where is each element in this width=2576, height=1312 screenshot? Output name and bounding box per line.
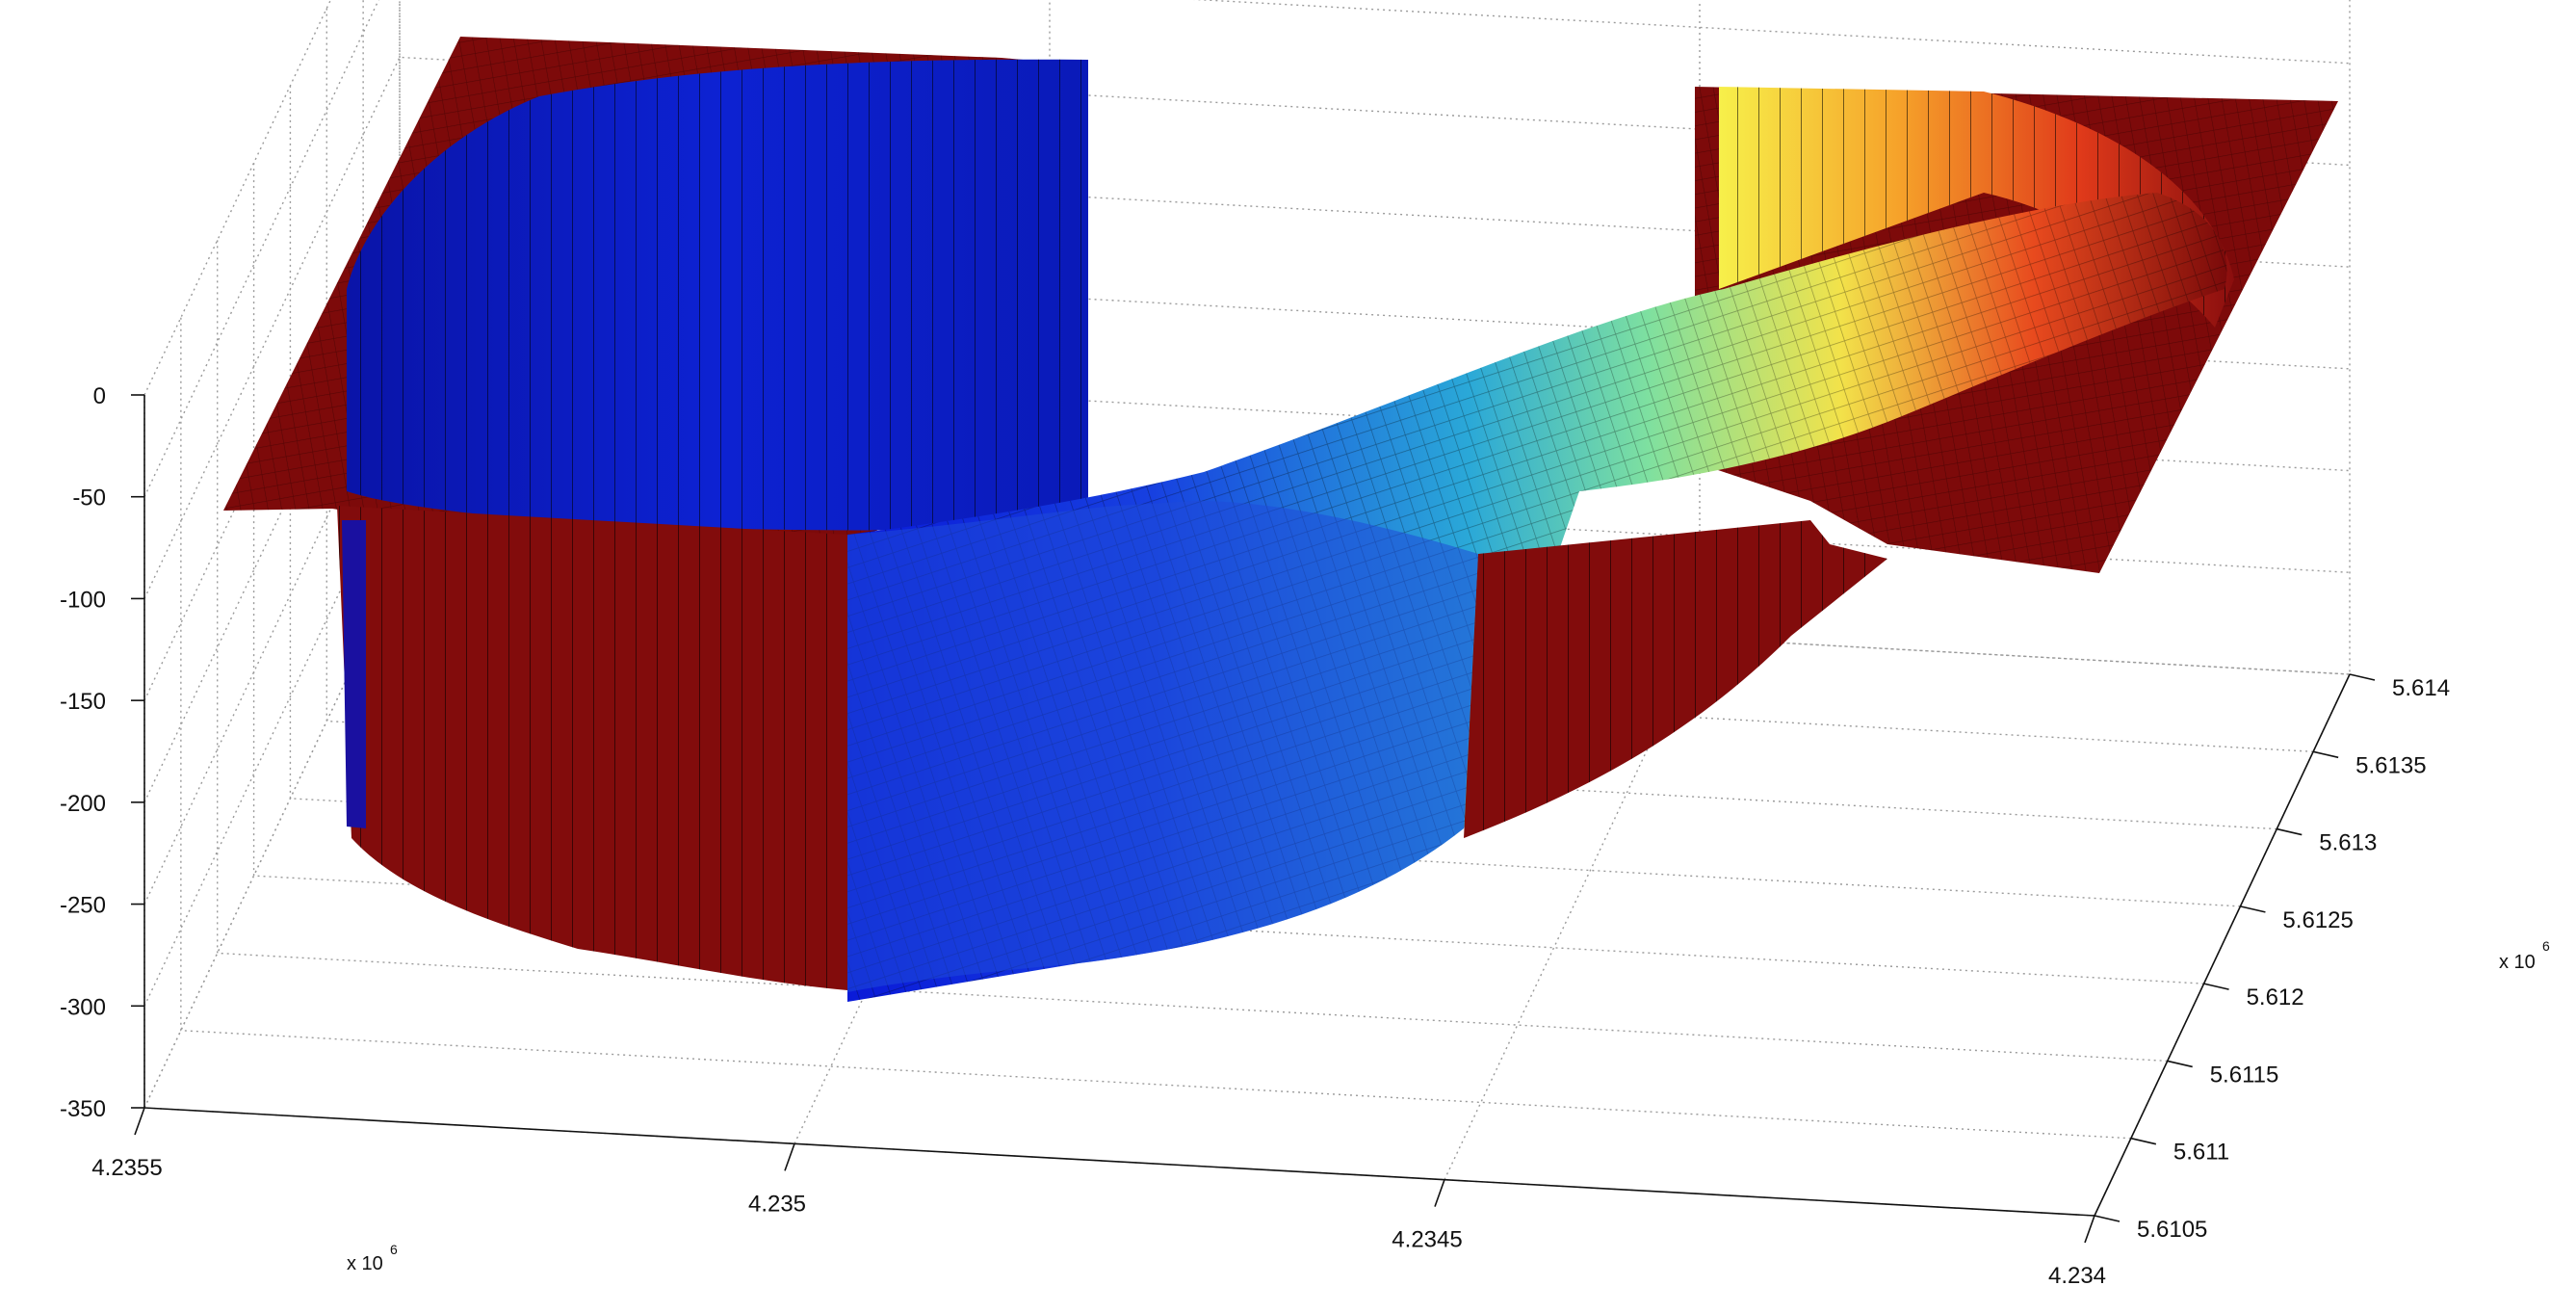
y-axis-exponent-power: 6 (2542, 938, 2550, 954)
y-axis-exponent: x 10 (2499, 952, 2536, 973)
tick-labels: 0 -50 -100 -150 -200 -250 -300 -350 4.2355 4.235 4… (60, 383, 2550, 1289)
y-tick-mark (2203, 983, 2229, 990)
y-tick-mark (2094, 1215, 2121, 1222)
y-tick-mark (2349, 673, 2376, 681)
x-tick-label: 4.2345 (1392, 1227, 1462, 1253)
y-tick-label: 5.612 (2247, 984, 2304, 1010)
y-tick-mark (2312, 750, 2339, 759)
x-tick-label: 4.2355 (91, 1155, 162, 1181)
y-gridline (325, 8, 2277, 830)
y-tick-mark (2277, 827, 2303, 836)
axis-lines (131, 394, 2376, 1244)
x-tick-mark (784, 1143, 795, 1171)
y-tick-mark (2240, 905, 2266, 913)
y-tick-label: 5.6115 (2210, 1062, 2279, 1088)
y-gridline (252, 163, 2204, 984)
x-tick-mark (2084, 1215, 2095, 1244)
y-gridline (289, 85, 2241, 907)
x-tick-label: 4.235 (748, 1191, 806, 1217)
z-tick-label: -300 (60, 994, 106, 1020)
y-tick-label: 5.613 (2319, 830, 2377, 856)
z-tick-label: -100 (60, 587, 106, 613)
y-tick-label: 5.6135 (2355, 752, 2426, 778)
x-tick-label: 4.234 (2048, 1263, 2106, 1289)
y-tick-mark (2167, 1060, 2193, 1068)
y-tick-mark (2130, 1137, 2157, 1145)
x-axis-exponent-power: 6 (390, 1242, 398, 1257)
z-tick-label: -250 (60, 893, 106, 919)
x-tick-mark (134, 1107, 145, 1136)
y-tick-label: 5.611 (2173, 1140, 2229, 1166)
y-tick-label: 5.614 (2392, 675, 2450, 701)
y-tick-label: 5.6125 (2282, 907, 2353, 933)
z-tick-label: -50 (72, 485, 106, 512)
z-tick-label: -350 (60, 1096, 106, 1122)
y-tick-label: 5.6105 (2137, 1217, 2207, 1243)
x-axis-exponent: x 10 (347, 1253, 383, 1274)
y-gridline (217, 240, 2168, 1063)
z-tick-label: -200 (60, 791, 106, 817)
channel-front-blue (847, 501, 1478, 992)
z-tick-label: 0 (93, 383, 106, 409)
y-gridline (180, 317, 2131, 1140)
surface-plot (223, 37, 2338, 1002)
z-tick-label: -150 (60, 689, 106, 715)
x-axis-line (143, 1107, 2095, 1217)
x-tick-mark (1434, 1179, 1445, 1207)
y-axis-line (2094, 673, 2351, 1217)
